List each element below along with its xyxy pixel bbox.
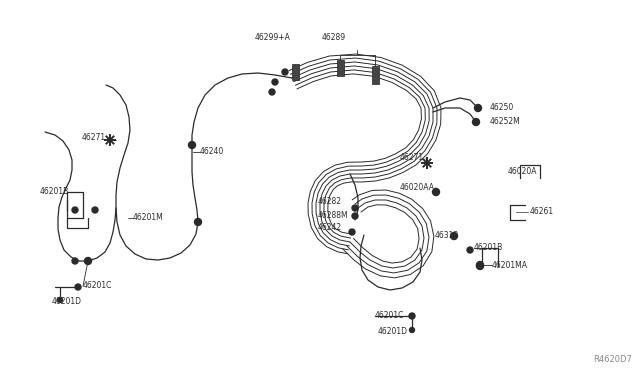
Circle shape [195,218,202,225]
Text: 46201C: 46201C [83,282,113,291]
Text: 46252M: 46252M [490,118,521,126]
Text: 46240: 46240 [200,148,224,157]
Text: 46201C: 46201C [375,311,404,321]
Text: 46201D: 46201D [52,298,82,307]
Circle shape [282,69,288,75]
Circle shape [409,313,415,319]
Text: 46201B: 46201B [474,244,503,253]
Text: 46201MA: 46201MA [492,260,528,269]
Text: 46288M: 46288M [318,212,349,221]
Circle shape [272,79,278,85]
Circle shape [477,262,483,269]
Circle shape [472,119,479,125]
Circle shape [84,257,92,264]
Circle shape [92,207,98,213]
Circle shape [72,207,78,213]
Circle shape [75,284,81,290]
Circle shape [474,105,481,112]
Circle shape [410,327,415,333]
Circle shape [349,229,355,235]
Text: 46201B: 46201B [40,187,69,196]
Text: 46261: 46261 [530,208,554,217]
Text: 46201D: 46201D [378,327,408,337]
Bar [337,60,344,76]
Text: R4620D7: R4620D7 [593,355,632,364]
Text: 46250: 46250 [490,103,515,112]
Text: 46299+A: 46299+A [255,33,291,42]
Bar [371,66,378,84]
Bar [291,64,298,80]
Circle shape [58,298,63,302]
Circle shape [352,213,358,219]
Text: 46313: 46313 [435,231,460,241]
Circle shape [433,189,440,196]
Text: 46271: 46271 [400,154,424,163]
Circle shape [477,263,483,269]
Circle shape [72,258,78,264]
Text: 46242: 46242 [318,224,342,232]
Text: 46020A: 46020A [508,167,538,176]
Text: 46201M: 46201M [133,214,164,222]
Circle shape [451,232,458,240]
Circle shape [352,205,358,211]
Circle shape [269,89,275,95]
Text: 46020AA: 46020AA [400,183,435,192]
Text: 46282: 46282 [318,198,342,206]
Text: 46289: 46289 [322,33,346,42]
Circle shape [467,247,473,253]
Text: 46271: 46271 [82,134,106,142]
Circle shape [189,141,195,148]
